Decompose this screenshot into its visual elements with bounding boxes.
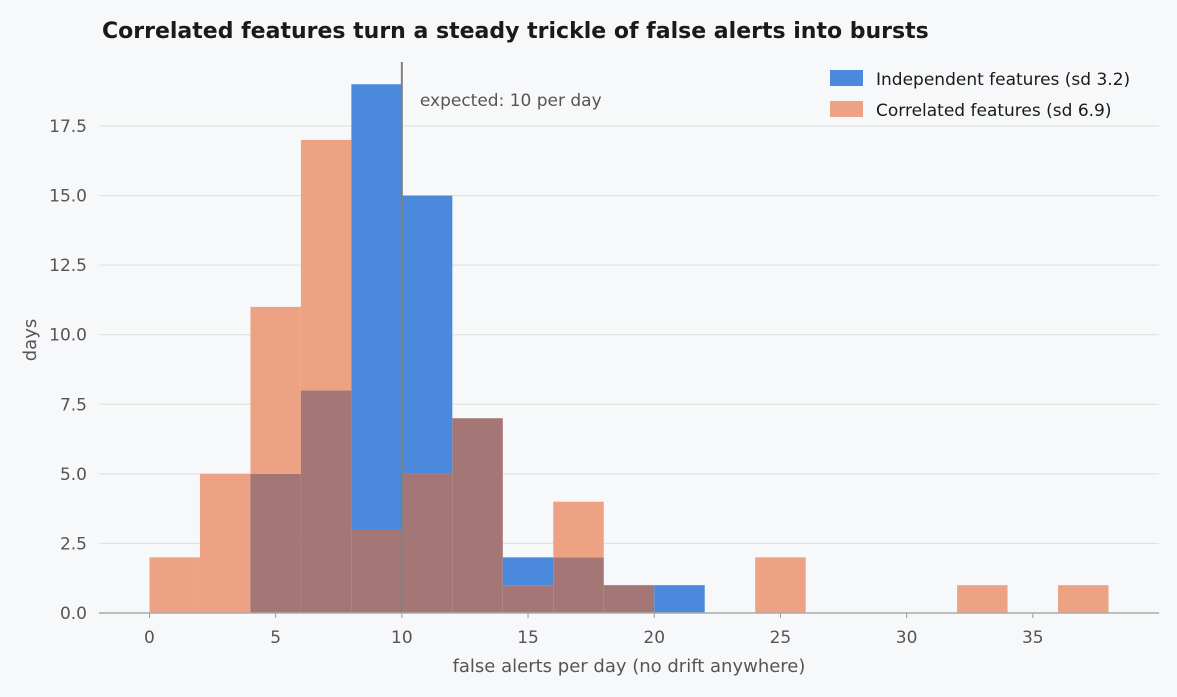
bar-independent	[351, 84, 402, 530]
reference-line-label: expected: 10 per day	[420, 91, 602, 111]
bar-independent	[502, 557, 554, 586]
x-tick-label: 10	[391, 628, 413, 648]
x-tick-label: 25	[770, 628, 792, 648]
y-tick-label: 7.5	[60, 395, 87, 415]
bars-layer	[149, 84, 1109, 613]
chart-title: Correlated features turn a steady trickl…	[102, 19, 929, 44]
reference-layer: expected: 10 per day	[400, 62, 602, 613]
bar-overlap	[603, 585, 655, 613]
bar-independent	[401, 195, 453, 474]
bar-overlap	[351, 529, 402, 613]
x-tick-label: 20	[643, 628, 665, 648]
bar-overlap	[250, 473, 301, 613]
bar-correlated	[755, 557, 806, 613]
legend-swatch-independent	[830, 70, 863, 86]
x-axis-label: false alerts per day (no drift anywhere)	[453, 656, 806, 677]
bar-correlated	[199, 473, 251, 613]
bar-overlap	[553, 557, 604, 613]
x-tick-label: 15	[517, 628, 539, 648]
y-tick-label: 5.0	[60, 465, 87, 485]
y-tick-label: 2.5	[60, 534, 87, 554]
bar-correlated	[149, 557, 200, 613]
bar-correlated	[1058, 585, 1109, 613]
y-tick-label: 17.5	[49, 117, 87, 137]
legend-label-correlated: Correlated features (sd 6.9)	[876, 101, 1112, 121]
bar-correlated	[300, 139, 352, 391]
y-tick-label: 10.0	[49, 326, 87, 346]
legend: Independent features (sd 3.2) Correlated…	[830, 70, 1130, 121]
y-tick-label: 12.5	[49, 256, 87, 276]
bar-correlated	[553, 501, 604, 558]
x-tick-label: 5	[270, 628, 281, 648]
y-axis-label: days	[20, 319, 41, 362]
x-tick-label: 0	[144, 628, 155, 648]
bar-overlap	[401, 473, 453, 613]
legend-swatch-correlated	[830, 101, 863, 117]
x-tick-label: 30	[896, 628, 918, 648]
y-tick-label: 0.0	[60, 604, 87, 624]
axis-layer: 0.0 2.5 5.0 7.5 10.0 12.5 15.0 17.5 0 5 10 15 20 25 30…	[49, 117, 1159, 648]
bar-overlap	[452, 418, 503, 613]
bar-correlated	[250, 306, 301, 474]
bar-overlap	[502, 585, 554, 613]
y-tick-label: 15.0	[49, 187, 87, 207]
bar-correlated	[957, 585, 1008, 613]
bar-overlap	[300, 390, 352, 613]
x-tick-label: 35	[1022, 628, 1044, 648]
legend-label-independent: Independent features (sd 3.2)	[876, 70, 1130, 90]
bar-independent	[654, 585, 705, 613]
